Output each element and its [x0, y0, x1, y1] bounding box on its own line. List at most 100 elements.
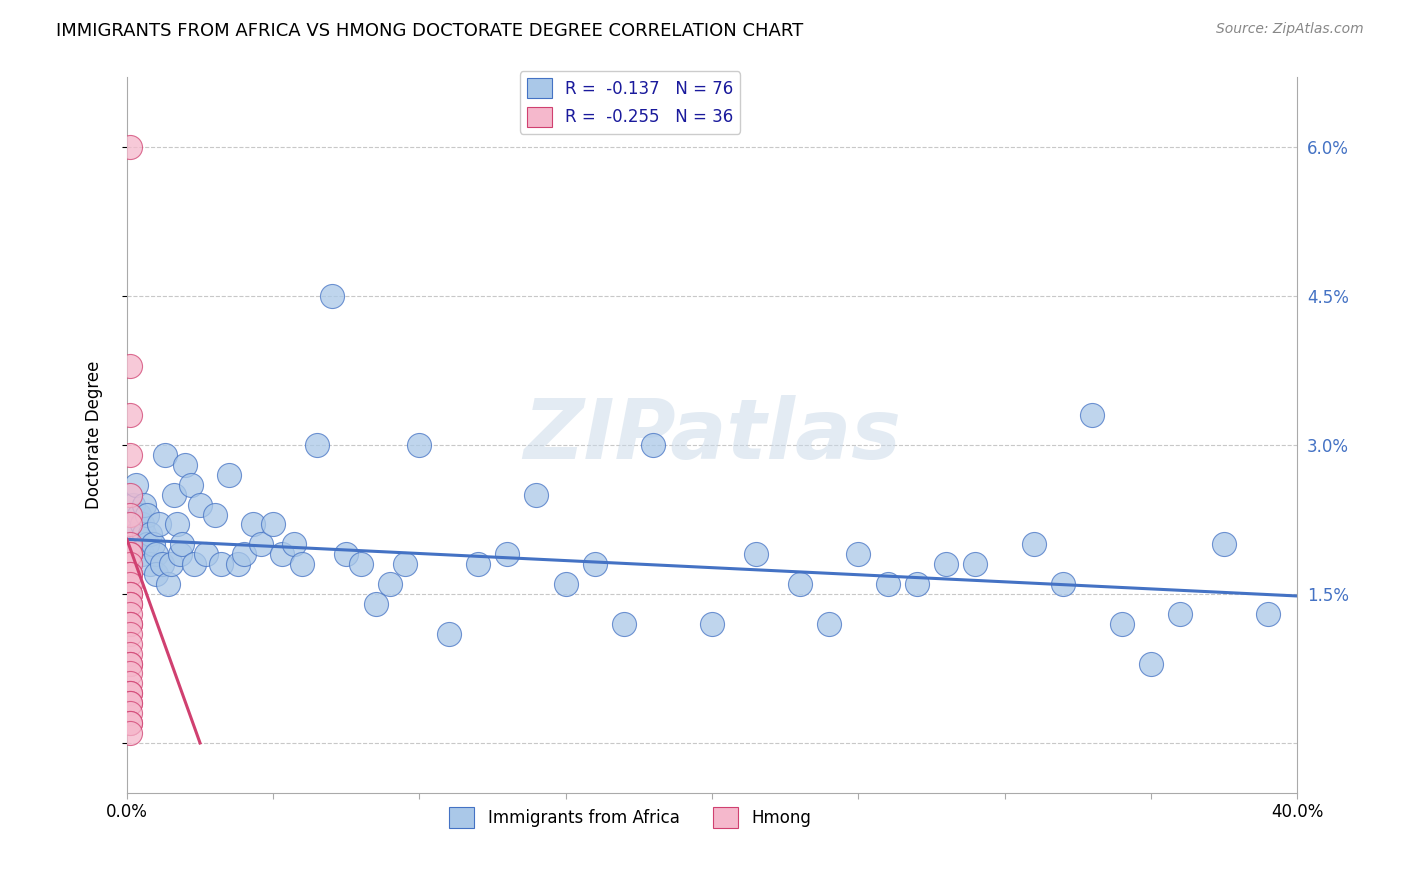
Point — [118, 488, 141, 502]
Point — [134, 498, 156, 512]
Point — [145, 547, 167, 561]
Point — [118, 587, 141, 601]
Point — [139, 557, 162, 571]
Point — [118, 637, 141, 651]
Point — [526, 488, 548, 502]
Point — [163, 488, 186, 502]
Point — [125, 477, 148, 491]
Point — [172, 537, 194, 551]
Point — [118, 567, 141, 582]
Point — [118, 726, 141, 740]
Point — [118, 626, 141, 640]
Point — [1081, 408, 1104, 422]
Point — [118, 696, 141, 710]
Point — [700, 616, 723, 631]
Point — [905, 577, 928, 591]
Point — [554, 577, 576, 591]
Point — [218, 467, 240, 482]
Point — [118, 597, 141, 611]
Point — [156, 577, 179, 591]
Point — [437, 626, 460, 640]
Point — [118, 706, 141, 721]
Point — [183, 557, 205, 571]
Point — [145, 567, 167, 582]
Point — [118, 647, 141, 661]
Point — [128, 537, 150, 551]
Point — [335, 547, 357, 561]
Point — [118, 537, 141, 551]
Point — [846, 547, 869, 561]
Point — [118, 607, 141, 621]
Text: Source: ZipAtlas.com: Source: ZipAtlas.com — [1216, 22, 1364, 37]
Point — [118, 587, 141, 601]
Point — [204, 508, 226, 522]
Point — [262, 517, 284, 532]
Point — [118, 547, 141, 561]
Point — [136, 508, 159, 522]
Point — [159, 557, 181, 571]
Point — [745, 547, 768, 561]
Point — [118, 686, 141, 700]
Point — [118, 716, 141, 731]
Point — [1257, 607, 1279, 621]
Point — [139, 527, 162, 541]
Point — [350, 557, 373, 571]
Point — [496, 547, 519, 561]
Point — [166, 517, 188, 532]
Point — [965, 557, 987, 571]
Point — [643, 438, 665, 452]
Text: ZIPatlas: ZIPatlas — [523, 394, 901, 475]
Point — [118, 359, 141, 373]
Point — [1111, 616, 1133, 631]
Point — [131, 547, 153, 561]
Point — [394, 557, 416, 571]
Point — [408, 438, 430, 452]
Point — [153, 448, 176, 462]
Point — [291, 557, 314, 571]
Point — [118, 448, 141, 462]
Point — [226, 557, 249, 571]
Legend: Immigrants from Africa, Hmong: Immigrants from Africa, Hmong — [443, 801, 818, 834]
Point — [789, 577, 811, 591]
Point — [118, 597, 141, 611]
Point — [271, 547, 294, 561]
Point — [118, 508, 141, 522]
Point — [380, 577, 402, 591]
Point — [1140, 657, 1163, 671]
Point — [118, 716, 141, 731]
Point — [1168, 607, 1191, 621]
Point — [118, 696, 141, 710]
Point — [232, 547, 254, 561]
Point — [148, 517, 170, 532]
Point — [188, 498, 211, 512]
Point — [583, 557, 606, 571]
Point — [118, 567, 141, 582]
Point — [134, 527, 156, 541]
Point — [118, 537, 141, 551]
Point — [125, 527, 148, 541]
Point — [307, 438, 329, 452]
Point — [209, 557, 232, 571]
Point — [118, 657, 141, 671]
Text: IMMIGRANTS FROM AFRICA VS HMONG DOCTORATE DEGREE CORRELATION CHART: IMMIGRANTS FROM AFRICA VS HMONG DOCTORAT… — [56, 22, 803, 40]
Point — [118, 408, 141, 422]
Point — [118, 140, 141, 154]
Point — [935, 557, 957, 571]
Point — [142, 537, 165, 551]
Point — [131, 517, 153, 532]
Point — [1213, 537, 1236, 551]
Point — [250, 537, 273, 551]
Point — [118, 547, 141, 561]
Point — [118, 686, 141, 700]
Point — [121, 517, 143, 532]
Point — [283, 537, 305, 551]
Point — [242, 517, 264, 532]
Y-axis label: Doctorate Degree: Doctorate Degree — [86, 361, 103, 509]
Point — [150, 557, 173, 571]
Point — [174, 458, 197, 472]
Point — [169, 547, 191, 561]
Point — [613, 616, 636, 631]
Point — [118, 557, 141, 571]
Point — [1022, 537, 1045, 551]
Point — [118, 676, 141, 690]
